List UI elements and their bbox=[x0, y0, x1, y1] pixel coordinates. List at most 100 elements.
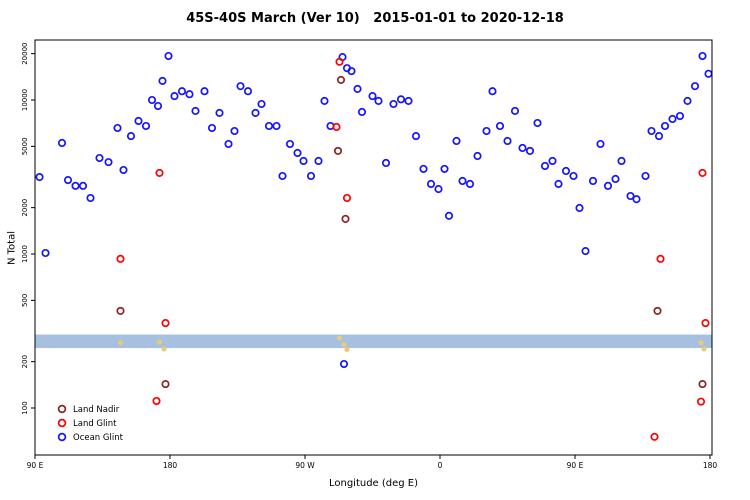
data-point-ocean-glint bbox=[675, 111, 685, 121]
data-point-ocean-glint bbox=[561, 166, 571, 176]
data-point-ocean-glint bbox=[368, 92, 377, 101]
data-point-ocean-glint bbox=[306, 171, 316, 181]
data-point-ocean-glint bbox=[690, 82, 700, 91]
shaded-band bbox=[35, 334, 712, 349]
data-point-ocean-glint bbox=[654, 132, 664, 141]
y-tick-label: 20000 bbox=[21, 43, 29, 65]
data-point-ocean-glint bbox=[683, 96, 692, 105]
data-point-ocean-glint bbox=[119, 165, 128, 175]
band-mark bbox=[336, 335, 343, 341]
band-mark bbox=[701, 346, 707, 352]
data-point-ocean-glint bbox=[632, 195, 641, 204]
data-point-ocean-glint bbox=[404, 96, 413, 105]
data-point-ocean-glint bbox=[104, 158, 113, 167]
data-point-ocean-glint bbox=[411, 132, 421, 141]
data-point-ocean-glint bbox=[525, 146, 535, 155]
data-point-ocean-glint bbox=[191, 106, 200, 115]
data-point-ocean-glint bbox=[660, 121, 670, 131]
data-point-ocean-glint bbox=[353, 84, 362, 93]
data-point-ocean-glint bbox=[207, 123, 217, 133]
data-point-ocean-glint bbox=[540, 161, 550, 171]
data-point-land-nadir bbox=[161, 380, 170, 389]
band-mark bbox=[161, 346, 167, 352]
data-point-ocean-glint bbox=[113, 123, 122, 133]
data-point-ocean-glint bbox=[396, 95, 406, 104]
legend-label: Land Glint bbox=[73, 419, 117, 429]
data-point-ocean-glint bbox=[293, 148, 302, 158]
x-tick-label: 90 E bbox=[567, 461, 584, 470]
data-point-ocean-glint bbox=[518, 143, 527, 153]
data-point-ocean-glint bbox=[320, 96, 329, 105]
data-point-ocean-glint bbox=[272, 121, 281, 131]
plot-box bbox=[34, 39, 713, 456]
data-point-land-glint bbox=[698, 168, 707, 177]
data-point-ocean-glint bbox=[141, 121, 151, 131]
data-point-ocean-glint bbox=[503, 136, 512, 146]
data-point-ocean-glint bbox=[426, 179, 436, 189]
data-point-ocean-glint bbox=[569, 171, 578, 181]
data-point-ocean-glint bbox=[158, 76, 167, 85]
data-point-ocean-glint bbox=[581, 247, 590, 256]
y-tick-label: 200 bbox=[21, 355, 29, 368]
x-axis-label: Longitude (deg E) bbox=[328, 478, 419, 489]
data-point-ocean-glint bbox=[243, 87, 253, 96]
y-tick-label: 1000 bbox=[21, 245, 29, 263]
data-point-land-nadir bbox=[653, 306, 662, 315]
data-point-ocean-glint bbox=[704, 69, 713, 78]
band-mark bbox=[117, 340, 124, 346]
data-point-ocean-glint bbox=[668, 114, 677, 124]
data-point-land-glint bbox=[656, 254, 665, 263]
data-point-ocean-glint bbox=[698, 51, 707, 61]
data-point-land-glint bbox=[332, 122, 341, 132]
band-mark bbox=[341, 342, 347, 348]
data-point-ocean-glint bbox=[35, 172, 44, 182]
legend-symbol-land-nadir bbox=[57, 404, 67, 414]
data-point-ocean-glint bbox=[215, 108, 224, 117]
data-point-ocean-glint bbox=[596, 139, 605, 149]
data-point-ocean-glint bbox=[554, 179, 563, 189]
data-point-ocean-glint bbox=[347, 67, 356, 76]
data-point-ocean-glint bbox=[641, 171, 650, 181]
data-point-ocean-glint bbox=[57, 138, 67, 148]
y-tick-label: 500 bbox=[21, 294, 29, 307]
data-point-ocean-glint bbox=[230, 126, 239, 136]
data-point-ocean-glint bbox=[381, 158, 391, 168]
y-tick-label: 5000 bbox=[21, 137, 29, 155]
data-point-ocean-glint bbox=[389, 99, 398, 109]
data-point-ocean-glint bbox=[285, 139, 295, 149]
data-point-ocean-glint bbox=[236, 82, 245, 91]
data-point-ocean-glint bbox=[86, 193, 95, 203]
data-point-ocean-glint bbox=[611, 174, 620, 184]
data-point-land-nadir bbox=[698, 380, 707, 389]
band-mark bbox=[344, 346, 350, 353]
data-point-ocean-glint bbox=[63, 176, 73, 185]
data-point-ocean-glint bbox=[134, 116, 143, 126]
data-point-ocean-glint bbox=[588, 176, 598, 186]
x-tick-label: 0 bbox=[438, 461, 443, 470]
data-point-land-glint bbox=[161, 319, 170, 328]
data-point-land-glint bbox=[650, 432, 659, 441]
data-point-ocean-glint bbox=[147, 95, 157, 105]
data-point-land-nadir bbox=[333, 146, 343, 155]
data-point-ocean-glint bbox=[603, 181, 613, 190]
data-point-ocean-glint bbox=[533, 118, 542, 128]
data-point-ocean-glint bbox=[200, 87, 209, 96]
data-point-ocean-glint bbox=[314, 156, 323, 165]
data-point-ocean-glint bbox=[452, 136, 461, 146]
data-point-land-glint bbox=[116, 254, 125, 263]
legend-symbol-ocean-glint bbox=[57, 432, 67, 442]
data-point-ocean-glint bbox=[153, 101, 163, 111]
data-point-land-glint bbox=[696, 397, 706, 406]
data-point-ocean-glint bbox=[185, 90, 194, 99]
data-point-land-glint bbox=[155, 168, 164, 177]
data-point-ocean-glint bbox=[473, 151, 482, 161]
data-point-ocean-glint bbox=[299, 156, 308, 165]
legend-label: Land Nadir bbox=[73, 405, 120, 415]
x-tick-label: 90 W bbox=[295, 461, 315, 470]
data-point-ocean-glint bbox=[510, 106, 520, 115]
data-point-ocean-glint bbox=[339, 359, 349, 369]
data-point-ocean-glint bbox=[647, 126, 656, 136]
data-point-ocean-glint bbox=[264, 121, 274, 131]
data-point-ocean-glint bbox=[458, 176, 467, 186]
